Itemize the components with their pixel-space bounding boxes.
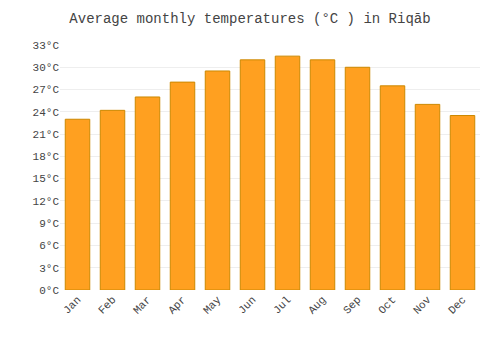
svg-text:33°C: 33°C [33,40,60,52]
svg-text:Jul: Jul [271,294,293,316]
svg-text:0°C: 0°C [39,285,59,297]
svg-text:Aug: Aug [306,294,328,316]
svg-text:Mar: Mar [131,294,153,316]
svg-text:Nov: Nov [411,294,434,317]
svg-text:Jan: Jan [61,294,83,316]
svg-text:30°C: 30°C [33,62,60,74]
svg-text:Dec: Dec [446,294,468,316]
svg-text:27°C: 27°C [33,84,60,96]
svg-text:15°C: 15°C [33,173,60,185]
svg-text:6°C: 6°C [39,240,59,252]
svg-text:24°C: 24°C [33,107,60,119]
svg-text:Apr: Apr [166,294,188,316]
svg-text:3°C: 3°C [39,263,59,275]
svg-text:Sep: Sep [341,294,363,316]
svg-text:Jun: Jun [236,294,258,316]
svg-text:21°C: 21°C [33,129,60,141]
svg-text:9°C: 9°C [39,218,59,230]
svg-text:May: May [201,294,224,317]
svg-text:Feb: Feb [96,294,118,316]
svg-text:Average monthly temperatures (: Average monthly temperatures (°C ) in Ri… [69,11,430,27]
svg-text:Oct: Oct [376,294,398,316]
svg-text:12°C: 12°C [33,196,60,208]
svg-text:18°C: 18°C [33,151,60,163]
